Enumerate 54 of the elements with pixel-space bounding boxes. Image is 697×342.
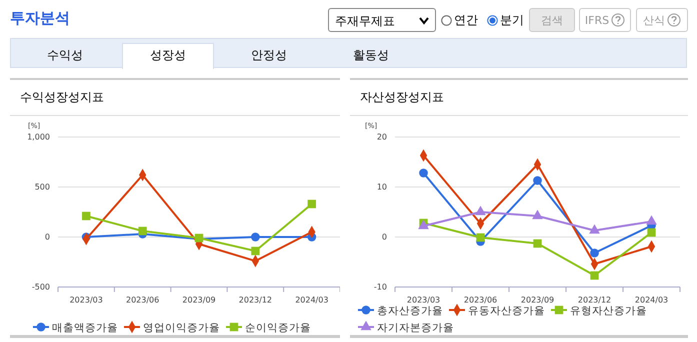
point — [251, 232, 260, 242]
point — [419, 168, 428, 178]
point — [590, 248, 599, 258]
text: 수익성 — [46, 47, 84, 64]
point — [533, 176, 542, 185]
point — [138, 226, 147, 236]
point — [251, 246, 260, 256]
text: 성장성 — [122, 43, 214, 69]
text: 검색 — [541, 12, 563, 28]
y-tick-label: 500 — [34, 182, 50, 192]
x-tick-label: 2023/06 — [464, 296, 498, 305]
x-tick-label: 2023/12 — [238, 296, 272, 305]
legend-label: 자기자본증가율 — [377, 322, 454, 334]
x-tick-label: 2024/03 — [295, 296, 328, 305]
legend-label: 매출액증가율 — [52, 322, 118, 334]
y-tick-label: 1,000 — [27, 132, 50, 142]
y-tick-label: -500 — [32, 282, 50, 292]
y-tick-label: 0 — [382, 232, 387, 242]
point — [646, 215, 657, 225]
text: 안정성 — [250, 47, 288, 64]
x-tick-label: 2023/03 — [70, 296, 103, 305]
point — [475, 206, 486, 216]
y-tick-label: -10 — [374, 282, 387, 292]
point — [647, 228, 656, 237]
legend-label: 순이익증가율 — [245, 322, 311, 334]
point — [476, 233, 485, 242]
text: 분기 — [500, 12, 524, 29]
chart-title: 수익성장성지표 — [10, 80, 340, 116]
text: IFRS — [584, 14, 610, 26]
point — [533, 239, 542, 248]
legend-label: 총자산증가율 — [377, 305, 443, 317]
text: 활동성 — [352, 47, 390, 64]
dropdown-field: 주재무제표 — [328, 8, 436, 32]
x-tick-label: 2023/03 — [406, 296, 440, 305]
legend-label: 영업이익증가율 — [143, 322, 220, 334]
x-tick-label: 2023/09 — [520, 296, 554, 305]
text: 산식 — [643, 12, 665, 28]
point — [308, 200, 316, 208]
text: 투자분석 — [10, 9, 70, 28]
point — [532, 210, 543, 220]
x-tick-label: 2023/12 — [578, 296, 612, 305]
legend-label: 유형자산증가율 — [570, 305, 647, 317]
point — [589, 224, 600, 234]
point — [82, 212, 90, 220]
y-tick-label: 10 — [376, 182, 387, 192]
x-tick-label: 2024/03 — [634, 296, 668, 305]
text: 연간 — [454, 12, 478, 29]
x-tick-label: 2023/06 — [126, 296, 160, 305]
legend-label: 유동자산증가율 — [468, 305, 545, 317]
chart-title: 자산성장성지표 — [350, 80, 688, 116]
y-tick-label: 20 — [376, 132, 387, 142]
x-tick-label: 2023/09 — [182, 296, 216, 305]
point — [590, 271, 599, 280]
y-tick-label: 0 — [44, 232, 50, 242]
